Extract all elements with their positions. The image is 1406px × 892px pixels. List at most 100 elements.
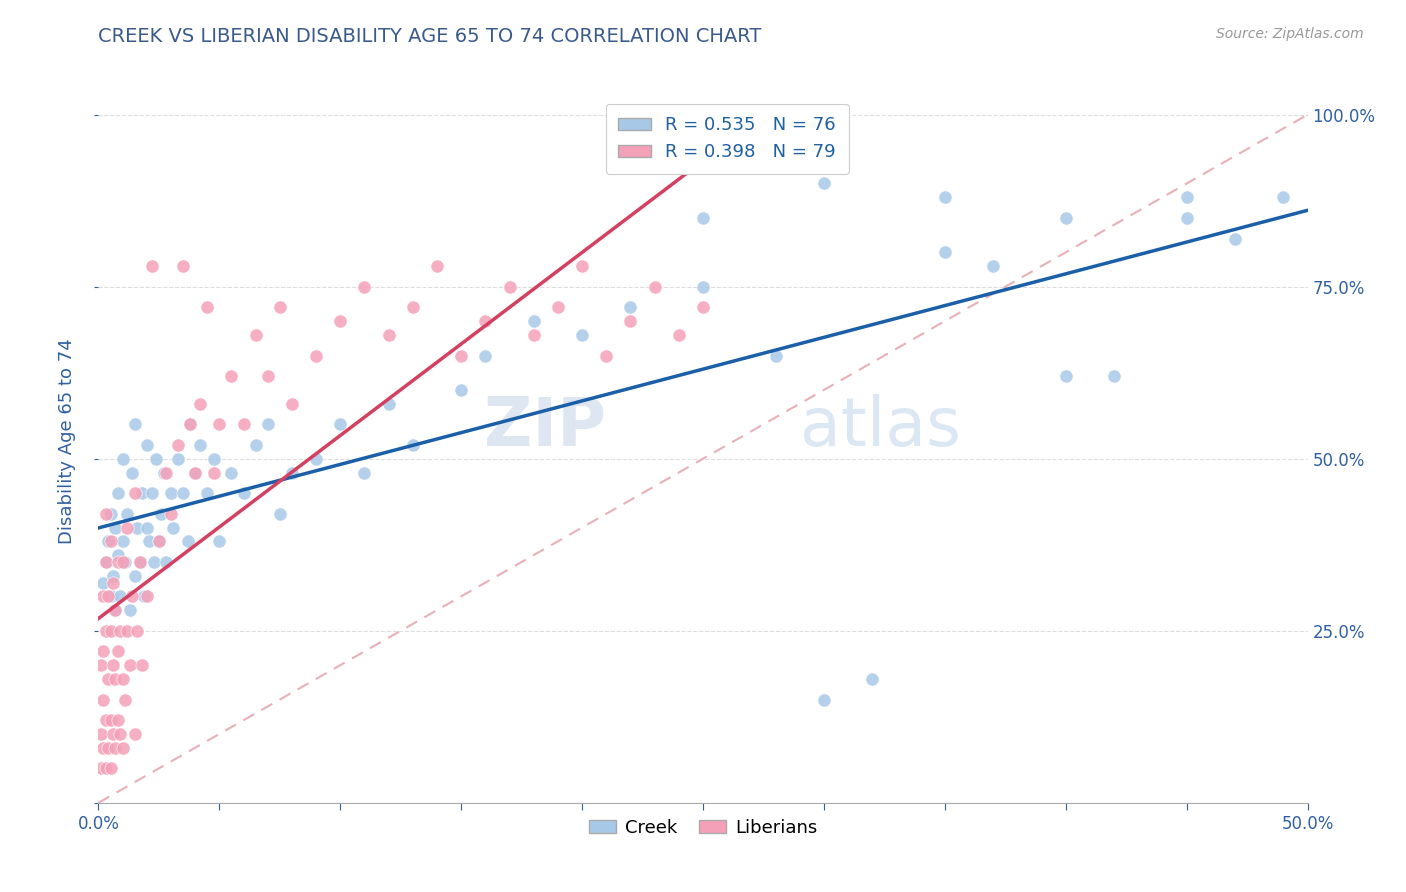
Point xyxy=(402,301,425,315)
Point xyxy=(152,466,174,480)
Point xyxy=(94,555,117,569)
Point xyxy=(450,349,472,363)
Point xyxy=(104,740,127,755)
Point xyxy=(108,590,131,604)
Point xyxy=(117,520,139,534)
Point xyxy=(135,590,157,604)
Point xyxy=(111,534,134,549)
Point xyxy=(208,417,231,432)
Point xyxy=(934,245,956,260)
Point xyxy=(160,507,183,521)
Point xyxy=(97,740,120,755)
Point xyxy=(100,590,122,604)
Point xyxy=(195,301,218,315)
Text: atlas: atlas xyxy=(800,394,960,460)
Point xyxy=(97,534,120,549)
Point xyxy=(104,520,127,534)
Point xyxy=(91,644,114,658)
Point xyxy=(100,761,122,775)
Point xyxy=(644,279,666,293)
Point xyxy=(117,507,139,521)
Point xyxy=(100,507,122,521)
Point xyxy=(124,727,146,741)
Point xyxy=(97,590,120,604)
Point xyxy=(131,486,153,500)
Point xyxy=(124,568,146,582)
Point xyxy=(1054,369,1077,384)
Point xyxy=(281,466,304,480)
Point xyxy=(172,486,194,500)
Point xyxy=(128,555,150,569)
Point xyxy=(118,658,141,673)
Text: ZIP: ZIP xyxy=(484,394,606,460)
Point xyxy=(523,327,546,342)
Legend: Creek, Liberians: Creek, Liberians xyxy=(582,812,824,845)
Point xyxy=(571,327,593,342)
Point xyxy=(104,672,127,686)
Point xyxy=(100,624,122,638)
Point xyxy=(204,466,226,480)
Point xyxy=(934,190,956,204)
Point xyxy=(148,534,170,549)
Point xyxy=(523,314,546,328)
Point xyxy=(118,603,141,617)
Point xyxy=(1054,211,1077,225)
Point xyxy=(101,568,124,582)
Point xyxy=(269,301,291,315)
Point xyxy=(353,279,375,293)
Point xyxy=(141,486,163,500)
Point xyxy=(134,590,156,604)
Point xyxy=(184,466,207,480)
Point xyxy=(474,314,496,328)
Point xyxy=(148,534,170,549)
Point xyxy=(127,520,149,534)
Point xyxy=(256,417,278,432)
Point xyxy=(179,417,201,432)
Point xyxy=(195,486,218,500)
Point xyxy=(860,672,883,686)
Point xyxy=(111,740,134,755)
Point xyxy=(1175,211,1198,225)
Point xyxy=(107,548,129,562)
Point xyxy=(377,397,399,411)
Point xyxy=(221,369,243,384)
Point xyxy=(141,259,163,273)
Point xyxy=(619,314,641,328)
Point xyxy=(91,740,114,755)
Point xyxy=(100,534,122,549)
Point xyxy=(188,438,211,452)
Point xyxy=(668,327,690,342)
Point xyxy=(107,486,129,500)
Point xyxy=(426,259,449,273)
Point xyxy=(111,451,134,466)
Point xyxy=(121,590,143,604)
Point xyxy=(155,555,177,569)
Point xyxy=(138,534,160,549)
Point xyxy=(167,451,190,466)
Text: Source: ZipAtlas.com: Source: ZipAtlas.com xyxy=(1216,27,1364,41)
Point xyxy=(91,590,114,604)
Point xyxy=(547,301,569,315)
Point xyxy=(204,451,226,466)
Point xyxy=(619,301,641,315)
Point xyxy=(108,624,131,638)
Point xyxy=(981,259,1004,273)
Point xyxy=(177,534,200,549)
Point xyxy=(107,644,129,658)
Point xyxy=(94,713,117,727)
Point xyxy=(172,259,194,273)
Point xyxy=(245,438,267,452)
Point xyxy=(104,603,127,617)
Point xyxy=(91,692,114,706)
Point xyxy=(188,397,211,411)
Point xyxy=(221,466,243,480)
Point xyxy=(167,438,190,452)
Point xyxy=(571,259,593,273)
Point xyxy=(90,761,112,775)
Point xyxy=(90,658,112,673)
Point xyxy=(232,417,254,432)
Point xyxy=(100,713,122,727)
Point xyxy=(813,692,835,706)
Point xyxy=(353,466,375,480)
Point xyxy=(94,624,117,638)
